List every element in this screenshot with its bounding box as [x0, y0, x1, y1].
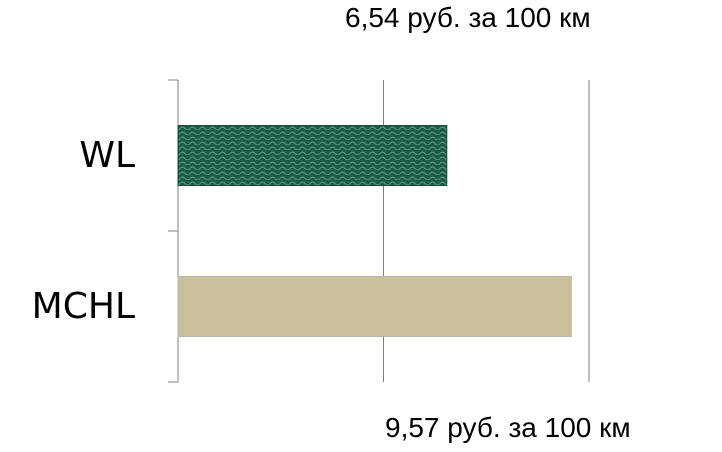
bar-wl	[177, 125, 448, 186]
bars	[177, 125, 572, 337]
category-labels: WL MCHL	[32, 135, 135, 327]
category-label-mchl: MCHL	[32, 286, 135, 327]
bar-mchl	[177, 276, 572, 337]
annotation-mchl-value: 9,57 руб. за 100 км	[385, 412, 631, 443]
category-axis	[168, 79, 179, 383]
annotation-wl-value: 6,54 руб. за 100 км	[345, 2, 591, 33]
category-label-wl: WL	[79, 135, 135, 176]
